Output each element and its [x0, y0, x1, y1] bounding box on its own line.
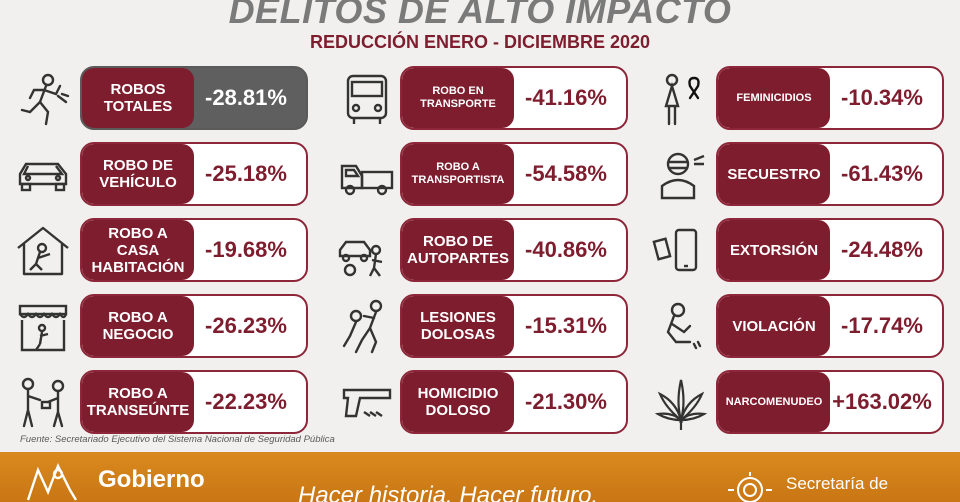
page-title: DELITOS DE ALTO IMPACTO	[228, 0, 732, 31]
crime-value: -24.48%	[841, 237, 923, 262]
crime-card: ROBO DE VEHÍCULO -25.18%	[80, 142, 308, 206]
crime-card: ROBO A CASA HABITACIÓN -19.68%	[80, 218, 308, 282]
gun-icon	[336, 372, 398, 434]
crime-card: SECUESTRO -61.43%	[716, 142, 944, 206]
crime-value: -19.68%	[205, 237, 287, 262]
crime-value: -41.16%	[525, 85, 607, 110]
assault-icon	[336, 296, 398, 358]
crime-card: ROBO DE AUTOPARTES -40.86%	[400, 218, 628, 282]
crime-card: ROBO A NEGOCIO -26.23%	[80, 294, 308, 358]
crime-value: -54.58%	[525, 161, 607, 186]
crime-value: -28.81%	[205, 85, 287, 110]
state-logo-icon	[22, 460, 80, 502]
crime-label: ROBO A CASA HABITACIÓN	[82, 220, 194, 280]
crime-label: VIOLACIÓN	[718, 296, 830, 356]
cannabis-leaf-icon	[650, 372, 712, 434]
source-note: Fuente: Secretariado Ejecutivo del Siste…	[20, 434, 335, 445]
crime-label: ROBO EN TRANSPORTE	[402, 68, 514, 128]
phone-money-icon	[650, 220, 712, 282]
store-icon	[12, 296, 74, 358]
page-subtitle: REDUCCIÓN ENERO - DICIEMBRE 2020	[309, 32, 651, 52]
pedestrian-robbery-icon	[12, 372, 74, 434]
crime-card: FEMINICIDIOS -10.34%	[716, 66, 944, 130]
crime-value: -15.31%	[525, 313, 607, 338]
crime-value: -10.34%	[841, 85, 923, 110]
victim-icon	[650, 296, 712, 358]
crime-card: HOMICIDIO DOLOSO -21.30%	[400, 370, 628, 434]
crime-card: ROBO A TRANSPORTISTA -54.58%	[400, 142, 628, 206]
kidnapped-person-icon	[650, 144, 712, 206]
crime-label: ROBOS TOTALES	[82, 68, 194, 128]
crime-card: ROBOS TOTALES -28.81%	[80, 66, 308, 130]
crime-label: HOMICIDIO DOLOSO	[402, 372, 514, 432]
footer-bar: Gobierno Hacer historia. Hacer futuro. S…	[0, 452, 960, 502]
footer-slogan: Hacer historia. Hacer futuro.	[298, 482, 599, 502]
car-icon	[12, 144, 74, 206]
crime-value: -25.18%	[205, 161, 287, 186]
seal-icon	[724, 470, 776, 502]
house-burglar-icon	[12, 220, 74, 282]
crime-label: SECUESTRO	[718, 144, 830, 204]
crime-card: ROBO A TRANSEÚNTE -22.23%	[80, 370, 308, 434]
crime-value: -61.43%	[841, 161, 923, 186]
crime-label: ROBO A NEGOCIO	[82, 296, 194, 356]
crime-value: +163.02%	[832, 389, 932, 414]
footer-gobierno-text: Gobierno	[98, 466, 205, 493]
crime-value: -40.86%	[525, 237, 607, 262]
crime-value: -17.74%	[841, 313, 923, 338]
crime-label: EXTORSIÓN	[718, 220, 830, 280]
crime-value: -21.30%	[525, 389, 607, 414]
bus-icon	[336, 68, 398, 130]
crime-label: ROBO DE AUTOPARTES	[402, 220, 514, 280]
truck-icon	[336, 144, 398, 206]
crime-card: EXTORSIÓN -24.48%	[716, 218, 944, 282]
crime-label: NARCOMENUDEO	[718, 372, 830, 432]
crime-value: -22.23%	[205, 389, 287, 414]
footer-secretaria-text: Secretaría de	[786, 474, 889, 493]
woman-ribbon-icon	[650, 68, 712, 130]
crime-label: ROBO DE VEHÍCULO	[82, 144, 194, 204]
crime-card: VIOLACIÓN -17.74%	[716, 294, 944, 358]
crime-card: ROBO EN TRANSPORTE -41.16%	[400, 66, 628, 130]
crime-label: FEMINICIDIOS	[718, 68, 830, 128]
crime-card: LESIONES DOLOSAS -15.31%	[400, 294, 628, 358]
crime-label: ROBO A TRANSEÚNTE	[82, 372, 194, 432]
crime-label: LESIONES DOLOSAS	[402, 296, 514, 356]
running-thief-icon	[12, 68, 74, 130]
car-parts-thief-icon	[336, 220, 398, 282]
crime-label: ROBO A TRANSPORTISTA	[402, 144, 514, 204]
crime-card: NARCOMENUDEO +163.02%	[716, 370, 944, 434]
crime-value: -26.23%	[205, 313, 287, 338]
